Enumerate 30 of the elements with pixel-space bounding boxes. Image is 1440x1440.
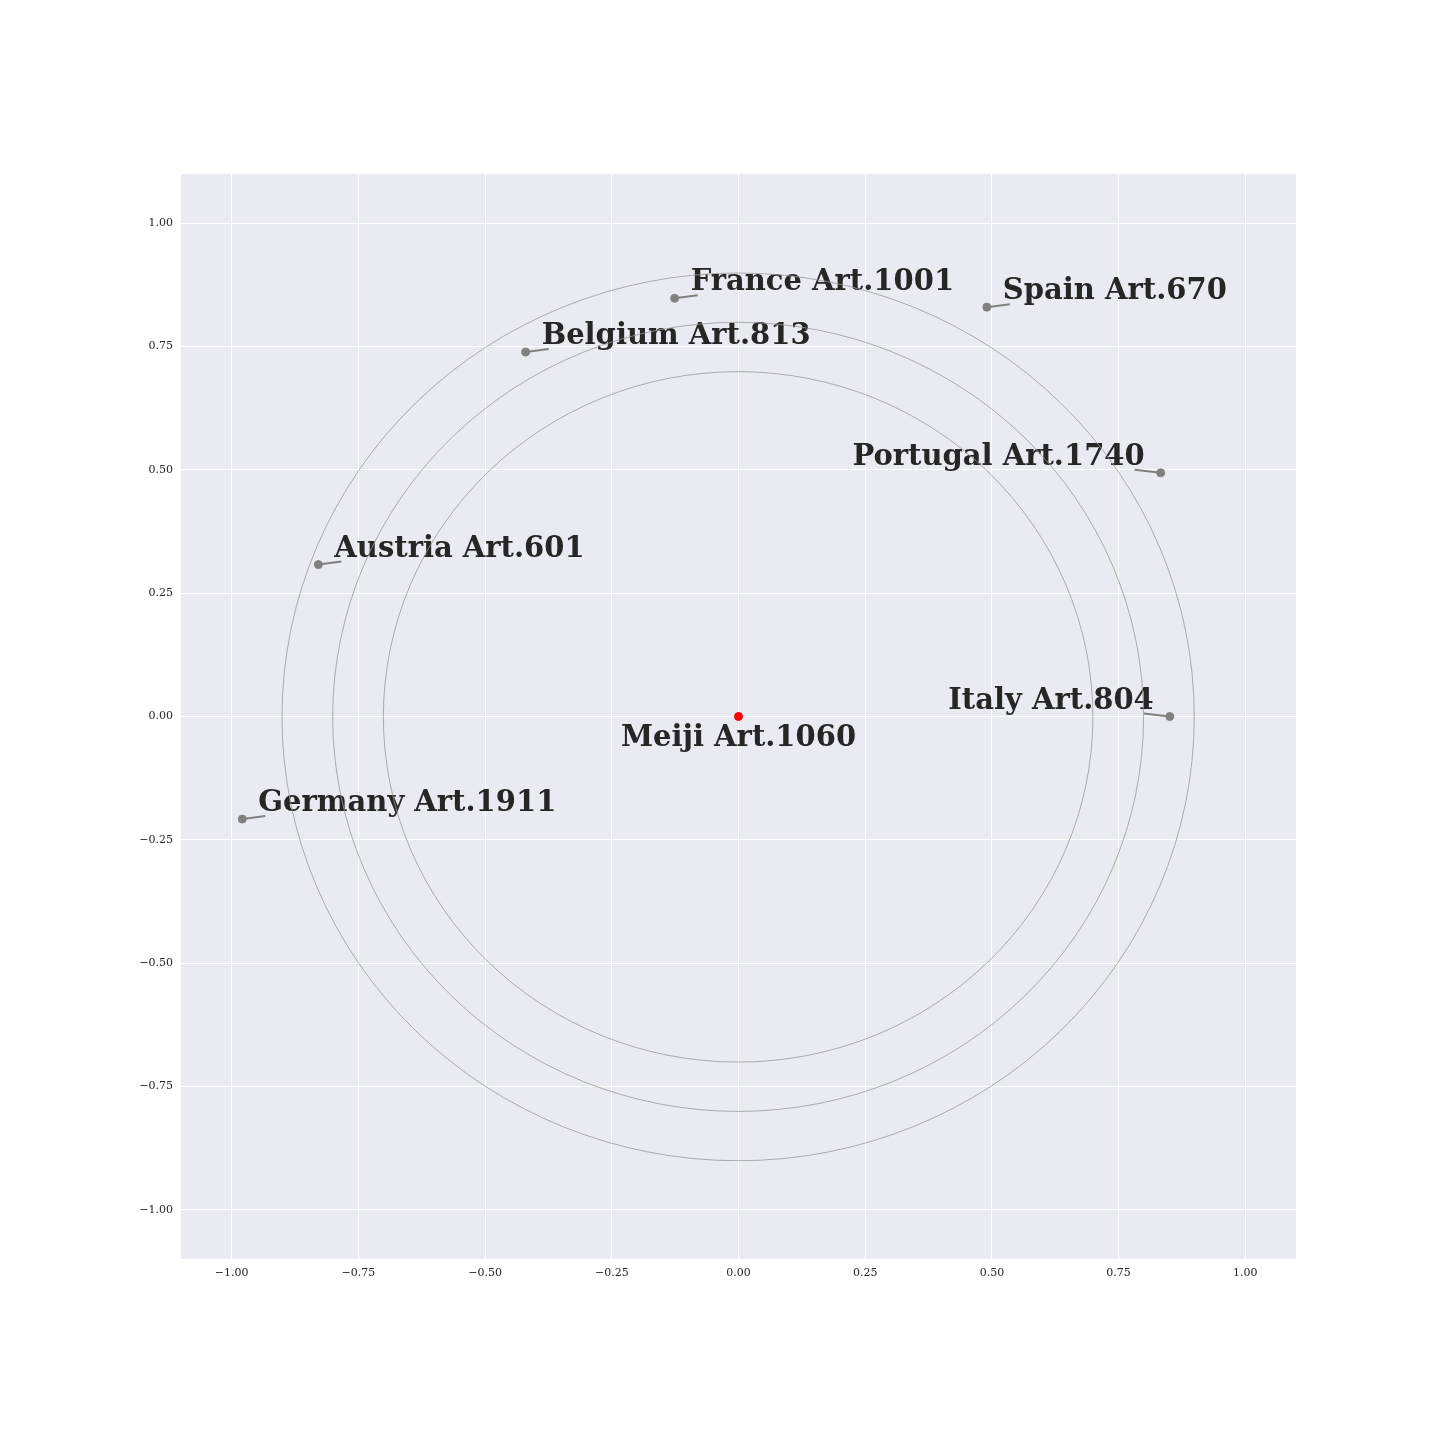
x-tick-label: −0.75 <box>341 1266 376 1280</box>
x-tick-label: 0.25 <box>852 1266 878 1280</box>
x-tick-label: 0.00 <box>726 1266 751 1280</box>
y-tick-label: 1.00 <box>148 216 173 230</box>
x-tick-label: −1.00 <box>214 1266 249 1280</box>
x-tick-label: 0.50 <box>979 1266 1005 1280</box>
annotation: Spain Art.670 <box>1002 272 1227 307</box>
annotation: Austria Art.601 <box>333 529 585 564</box>
x-tick-label: 1.00 <box>1233 1266 1258 1280</box>
annotation: France Art.1001 <box>690 263 955 298</box>
point <box>982 302 992 312</box>
x-tick-label: 0.75 <box>1106 1266 1131 1280</box>
annotation: Italy Art.804 <box>948 681 1154 716</box>
y-tick-label: 0.25 <box>148 586 173 600</box>
x-tick-label: −0.25 <box>594 1266 629 1280</box>
point <box>670 293 680 303</box>
annotation: Meiji Art.1060 <box>620 718 857 753</box>
point <box>521 347 531 357</box>
y-tick-label: 0.00 <box>148 709 173 723</box>
y-tick-label: −1.00 <box>139 1202 173 1216</box>
annotation: Portugal Art.1740 <box>852 437 1145 472</box>
y-tick-label: 0.75 <box>148 339 173 353</box>
y-tick-label: 0.50 <box>148 462 173 476</box>
annotation: Germany Art.1911 <box>258 784 557 819</box>
point <box>313 560 323 570</box>
annotation: Belgium Art.813 <box>541 317 811 352</box>
y-tick-label: −0.50 <box>139 955 173 969</box>
y-tick-label: −0.25 <box>139 832 173 846</box>
y-tick-label: −0.75 <box>139 1079 173 1093</box>
x-tick-label: −0.50 <box>468 1266 502 1280</box>
